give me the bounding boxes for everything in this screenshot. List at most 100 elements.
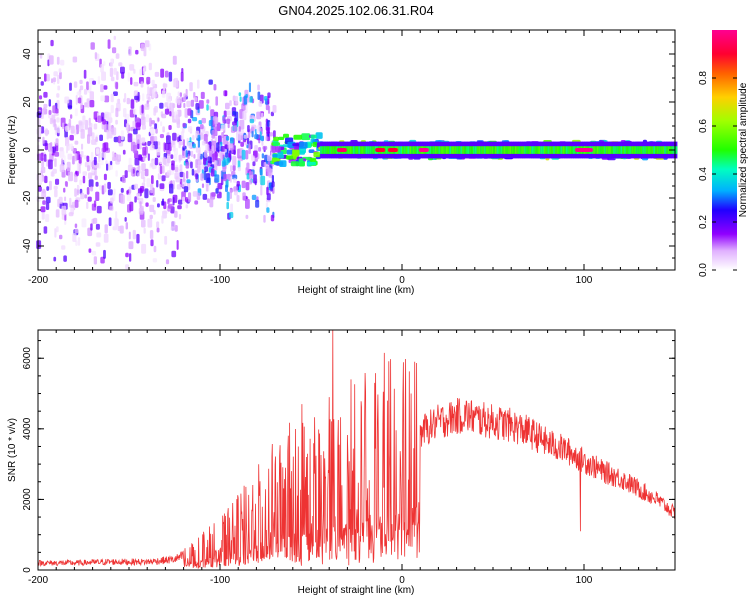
- spectrogram-cell: [474, 146, 478, 154]
- spectrogram-cell: [112, 47, 117, 54]
- spectrogram-cell: [113, 136, 119, 143]
- spectrogram-cell: [40, 81, 44, 86]
- spectrogram-cell: [102, 119, 106, 125]
- spectrogram-cell: [211, 192, 216, 197]
- spectrogram-cell: [511, 146, 514, 154]
- spectrogram-cell: [275, 146, 281, 153]
- spectrogram-cell: [398, 146, 401, 154]
- spectrogram-cell: [144, 40, 150, 48]
- spectrogram-cell: [248, 179, 253, 185]
- spectrogram-cell: [372, 146, 376, 154]
- spectrogram-cell: [107, 189, 113, 196]
- spectrogram-cell: [180, 131, 185, 140]
- spectrogram-cell: [226, 201, 229, 210]
- spectrogram-cell: [238, 92, 242, 97]
- spectrogram-cell: [134, 158, 140, 166]
- spectrogram-cell: [141, 124, 146, 130]
- spectrogram-cell: [230, 165, 233, 172]
- spectrogram-cell: [64, 213, 67, 221]
- spectrogram-cell: [107, 39, 111, 49]
- spectrogram-cell: [609, 146, 612, 154]
- spectrogram-cell: [241, 180, 246, 189]
- spectrogram-cell: [206, 104, 209, 111]
- spectrogram-cell: [187, 154, 190, 160]
- spectrogram-cell: [185, 161, 190, 169]
- spectrogram-cell: [42, 136, 45, 144]
- spectrogram-cell: [126, 190, 129, 195]
- y-tick-label: 40: [22, 48, 33, 60]
- spectrogram-cell: [110, 197, 114, 204]
- spectrogram-cell: [229, 137, 234, 144]
- spectrogram-cell: [164, 143, 170, 151]
- spectrogram-cell: [367, 146, 370, 154]
- spectrogram-cell: [115, 119, 118, 125]
- spectrogram-cell: [544, 146, 547, 154]
- spectrogram-cell: [164, 102, 169, 108]
- spectrogram-cell: [147, 153, 150, 161]
- spectrogram-cell: [564, 146, 567, 154]
- spectrogram-cell: [658, 146, 661, 154]
- spectrogram-cell: [52, 105, 56, 114]
- spectrogram-cell: [128, 231, 131, 240]
- spectrogram-cell: [640, 146, 643, 154]
- spectrogram-cell: [108, 217, 112, 227]
- spectrogram-cell: [476, 146, 479, 154]
- spectrogram-cell: [600, 146, 603, 154]
- spectrogram-cell: [655, 146, 658, 154]
- spectrogram-cell: [61, 245, 66, 250]
- spectrogram-cell: [187, 108, 192, 116]
- spectrogram-cell: [463, 146, 467, 154]
- spectrogram-cell: [554, 146, 558, 154]
- spectrogram-cell: [159, 157, 164, 165]
- spectrogram-cell: [447, 146, 450, 154]
- spectrogram-cell: [247, 125, 250, 133]
- spectrogram-cell: [64, 96, 70, 104]
- spectrogram-cell: [253, 174, 257, 184]
- spectrogram-cell: [162, 156, 166, 165]
- spectrogram-cell: [235, 95, 238, 105]
- x-tick-label: -100: [210, 575, 230, 586]
- spectrogram-cell: [37, 186, 42, 192]
- spectrogram-cell: [110, 160, 113, 166]
- spectrogram-cell: [196, 159, 202, 166]
- spectrogram-cell: [513, 146, 516, 154]
- spectrogram-cell: [82, 175, 86, 184]
- spectrogram-cell: [276, 154, 285, 159]
- x-tick-label: 0: [399, 275, 405, 286]
- spectrogram-cell: [223, 173, 227, 182]
- spectrogram-cell: [143, 227, 146, 234]
- spectrogram-cell: [136, 233, 140, 244]
- spectrogram-cell: [124, 217, 127, 222]
- spectrogram-cell: [246, 162, 250, 171]
- spectrogram-cell: [220, 152, 223, 162]
- spectrogram-cell: [103, 173, 107, 181]
- spectrogram-cell: [74, 228, 79, 234]
- spectrogram-cell: [593, 146, 596, 154]
- spectrogram-cell: [79, 79, 83, 85]
- spectrogram-cell: [144, 168, 149, 177]
- spectrogram-cell: [63, 255, 67, 262]
- spectrogram-cell: [96, 148, 100, 154]
- spectrogram-cell: [188, 142, 192, 149]
- spectrogram-cell: [325, 146, 328, 154]
- spectrogram-cell: [130, 168, 134, 177]
- spectrogram-cell: [443, 146, 447, 154]
- spectrogram-cell: [59, 164, 65, 173]
- spectrogram-cell: [93, 256, 97, 265]
- spectrogram-cell: [496, 146, 499, 154]
- spectrogram-cell: [565, 146, 569, 154]
- spectrogram-cell: [651, 146, 654, 154]
- spectrogram-cell: [215, 96, 218, 106]
- spectrogram-cell: [616, 146, 620, 154]
- spectrogram-cell: [113, 188, 116, 195]
- spectrogram-cell: [240, 141, 244, 147]
- spectrogram-cell: [127, 133, 133, 143]
- spectrogram-cell: [431, 146, 434, 154]
- spectrogram-cell: [36, 240, 42, 249]
- spectrogram-cell: [243, 134, 248, 139]
- spectrogram-cell: [221, 132, 225, 139]
- spectrogram-cell: [613, 146, 616, 154]
- spectrogram-cell: [186, 179, 191, 184]
- spectrogram-cell: [58, 196, 63, 204]
